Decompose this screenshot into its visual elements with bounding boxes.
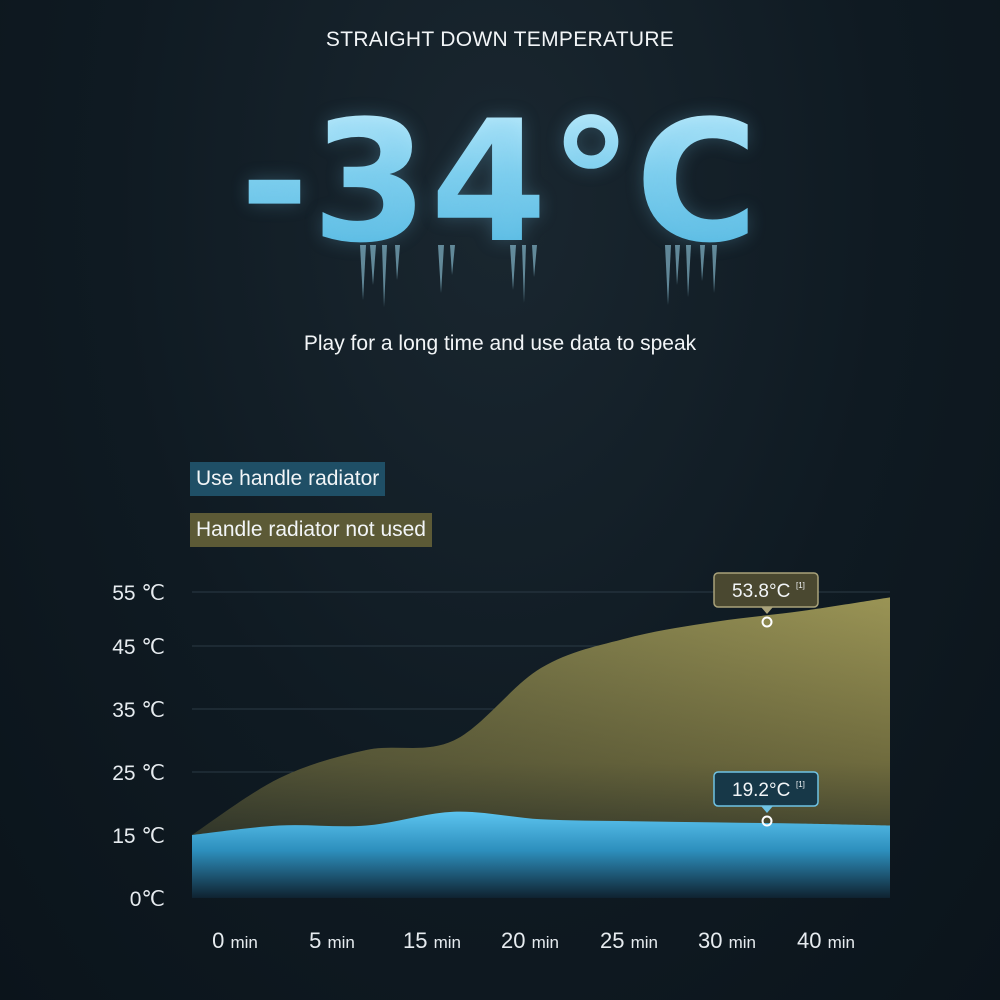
y-tick-label: 25 ℃ (112, 762, 165, 785)
annotation-note: [1] (796, 581, 805, 590)
legend-item-cooled: Use handle radiator (190, 462, 386, 496)
x-tick-label: 0 min (212, 928, 258, 953)
x-tick-label: 25 min (600, 928, 658, 953)
x-tick-label: 15 min (403, 928, 461, 953)
annotation-marker (761, 616, 773, 628)
icicle-decoration (360, 245, 717, 307)
y-tick-label: 15 ℃ (112, 825, 165, 848)
y-tick-label: 0℃ (130, 888, 165, 911)
annotation-label: 19.2°C (732, 780, 790, 801)
legend-item-uncooled: Handle radiator not used (190, 513, 432, 547)
annotation-note: [1] (796, 780, 805, 789)
annotation-pointer (761, 806, 773, 813)
annotation-pointer (761, 607, 773, 614)
temperature-chart: 0℃ 15 ℃ 25 ℃ 35 ℃ 45 ℃ 55 ℃ 0 min 5 min 15 min 20… (112, 572, 890, 953)
annotation-label: 53.8°C (732, 581, 790, 602)
subtitle: Play for a long time and use data to spe… (303, 332, 697, 355)
annotation-marker (761, 815, 773, 827)
headline: STRAIGHT DOWN TEMPERATURE (325, 28, 675, 51)
x-tick-label: 20 min (501, 928, 559, 953)
y-tick-label: 55 ℃ (112, 582, 165, 605)
big-temperature: -34°C (0, 98, 1000, 266)
y-tick-label: 45 ℃ (112, 636, 165, 659)
x-tick-label: 30 min (698, 928, 756, 953)
y-tick-label: 35 ℃ (112, 699, 165, 722)
x-tick-label: 5 min (309, 928, 355, 953)
x-tick-label: 40 min (797, 928, 855, 953)
area-cooled (192, 811, 890, 898)
